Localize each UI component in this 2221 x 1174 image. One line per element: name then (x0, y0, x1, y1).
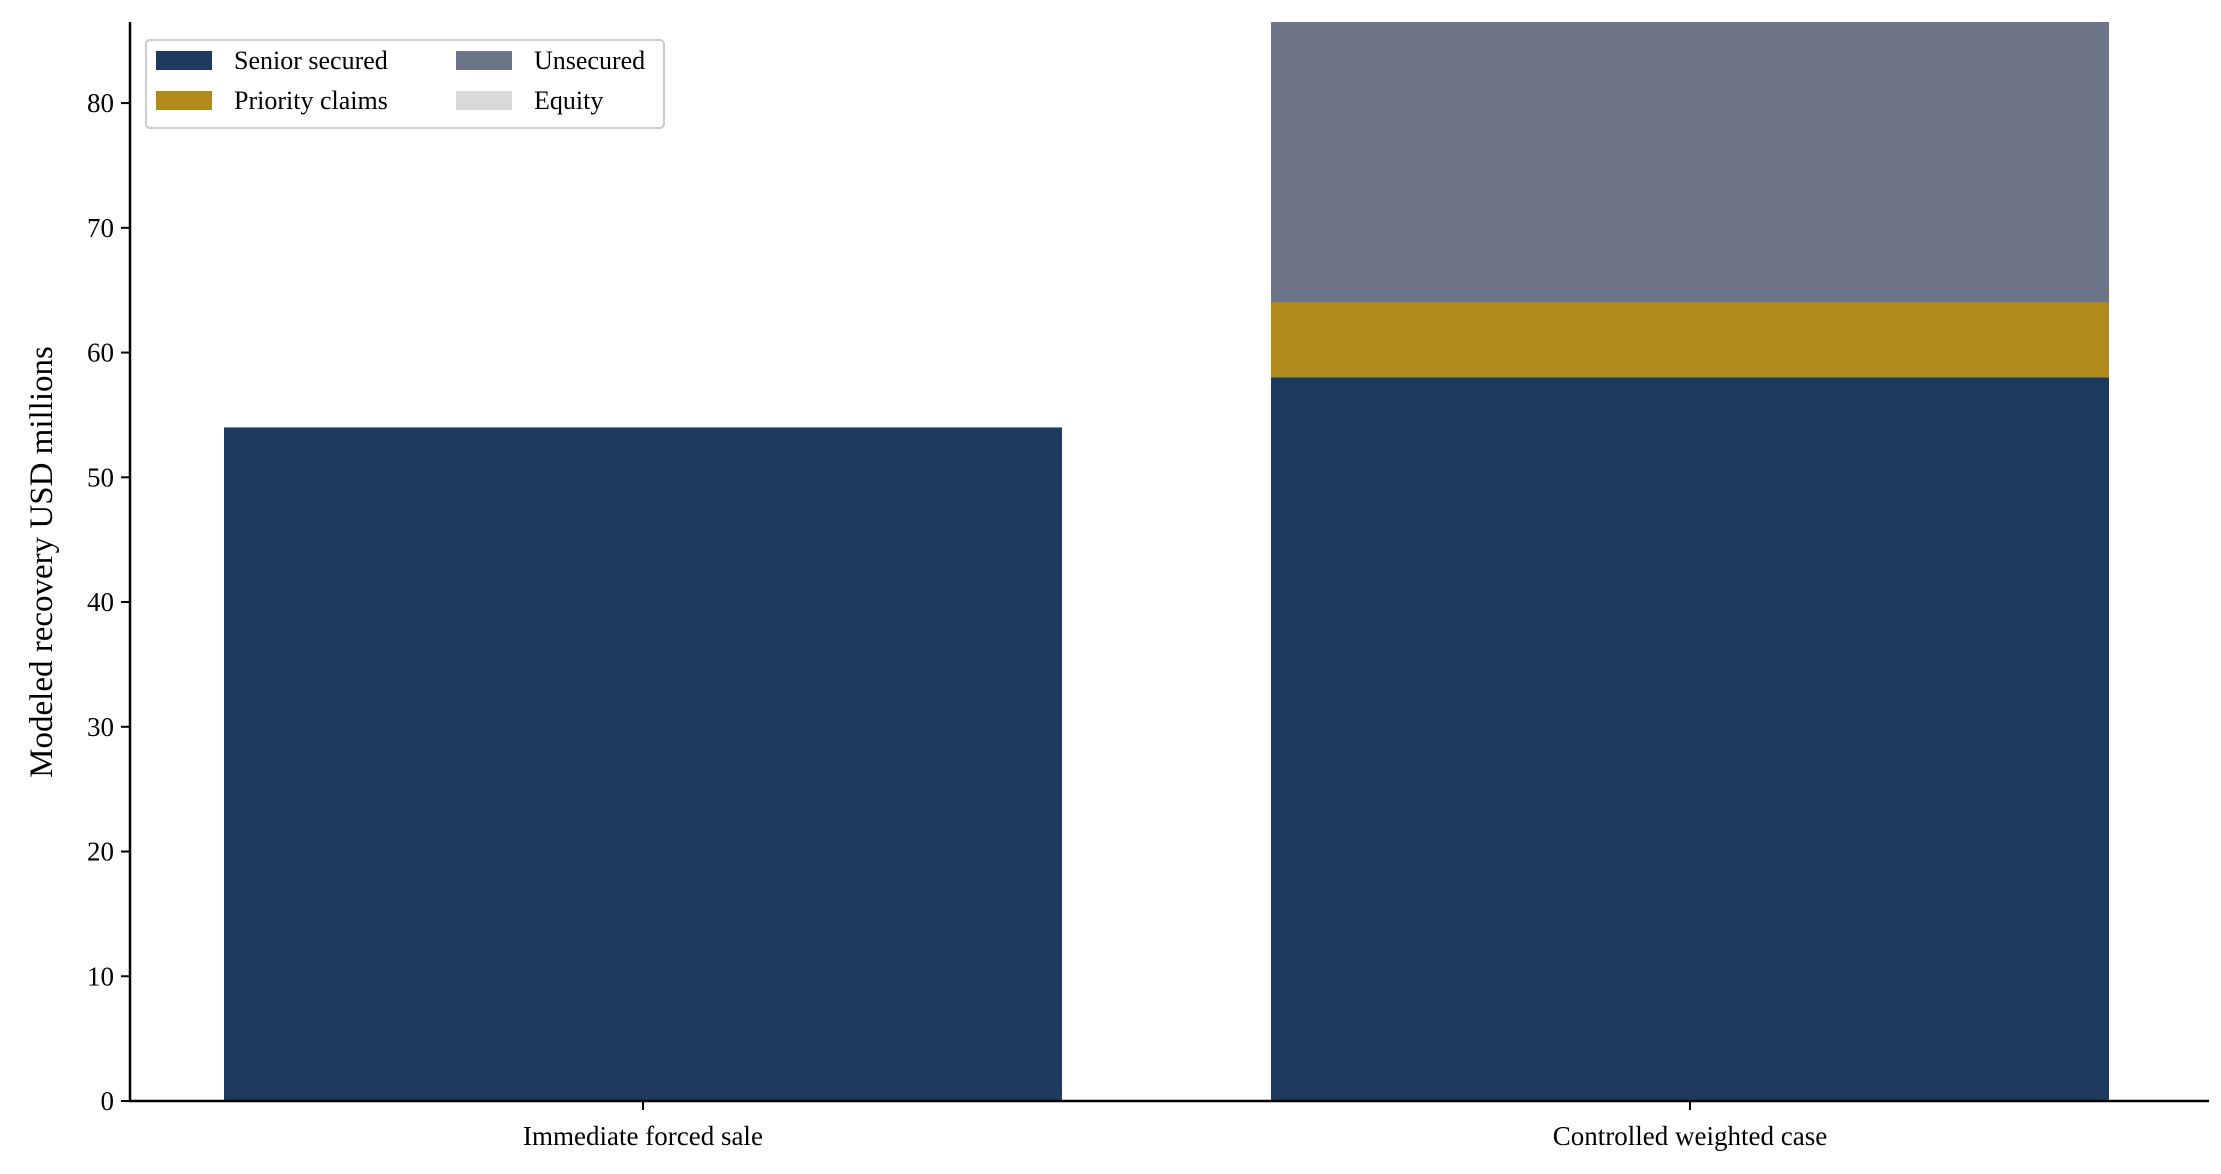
y-tick-label: 40 (87, 587, 114, 617)
legend-label-senior-secured: Senior secured (234, 46, 388, 75)
axes-layer (128, 22, 2209, 1103)
y-tick-label: 30 (87, 712, 114, 742)
legend-frame (145, 39, 665, 129)
bar-controlled-weighted-case-unsecured (1271, 22, 2109, 303)
legend-swatch-senior-secured (156, 51, 212, 70)
y-tick-label: 60 (87, 338, 114, 368)
bar-controlled-weighted-case-senior-secured (1271, 377, 2109, 1101)
legend-swatch-unsecured (456, 51, 512, 70)
legend-label-unsecured: Unsecured (534, 46, 645, 75)
bar-immediate-forced-sale-senior-secured (224, 427, 1062, 1101)
bar-controlled-weighted-case-priority-claims (1271, 302, 2109, 378)
y-tick-label: 50 (87, 462, 114, 492)
x-tick-label: Immediate forced sale (523, 1121, 763, 1151)
y-tick-label: 80 (87, 88, 114, 118)
y-axis-label: Modeled recovery USD millions (24, 346, 60, 778)
legend-swatch-equity (456, 91, 512, 110)
legend-label-priority-claims: Priority claims (234, 86, 388, 115)
legend-label-equity: Equity (534, 86, 603, 115)
y-tick-label: 10 (87, 961, 114, 991)
y-ticks: 0 10 20 30 40 50 60 70 80 (87, 88, 130, 1116)
legend: Senior secured Priority claims Unsecured Eq… (145, 39, 665, 129)
legend-swatch-priority-claims (156, 91, 212, 110)
x-tick-label: Controlled weighted case (1553, 1121, 1827, 1151)
bars-layer (224, 22, 2109, 1101)
y-tick-label: 70 (87, 213, 114, 243)
y-tick-label: 20 (87, 837, 114, 867)
x-ticks: Immediate forced sale Controlled weighted… (523, 1101, 1827, 1151)
y-tick-label: 0 (101, 1086, 115, 1116)
